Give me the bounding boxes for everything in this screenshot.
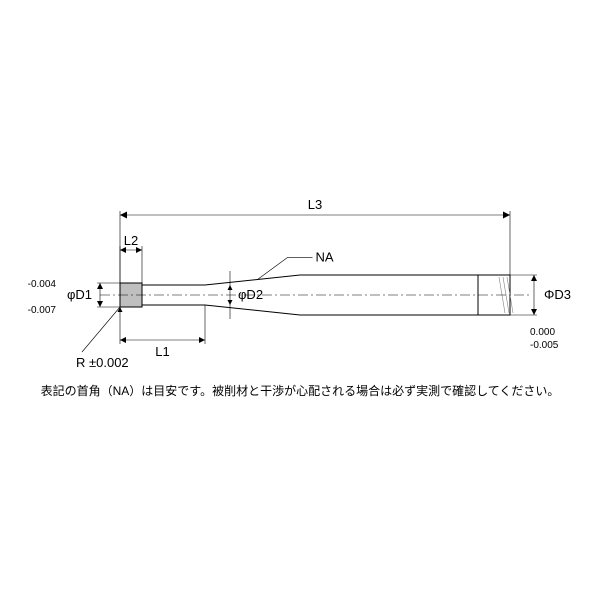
dim-phiD2: φD2 — [238, 287, 263, 302]
tol-d1-upper: -0.004 — [28, 279, 57, 290]
dim-R: R ±0.002 — [76, 355, 129, 370]
footnote: 表記の首角（NA）は目安です。被削材と干渉が心配される場合は必ず実測で確認してく… — [41, 383, 560, 398]
tol-d1-lower: -0.007 — [28, 305, 57, 316]
dim-phiD3: ΦD3 — [544, 287, 571, 302]
tol-d3-lower: -0.005 — [530, 340, 559, 351]
dim-phiD1: φD1 — [67, 287, 92, 302]
tol-d3-upper: 0.000 — [530, 327, 555, 338]
dim-L2: L2 — [124, 233, 138, 248]
tool-body — [100, 275, 530, 315]
dim-NA: NA — [316, 249, 334, 264]
dim-L1: L1 — [155, 344, 169, 359]
dim-L3: L3 — [308, 197, 322, 212]
